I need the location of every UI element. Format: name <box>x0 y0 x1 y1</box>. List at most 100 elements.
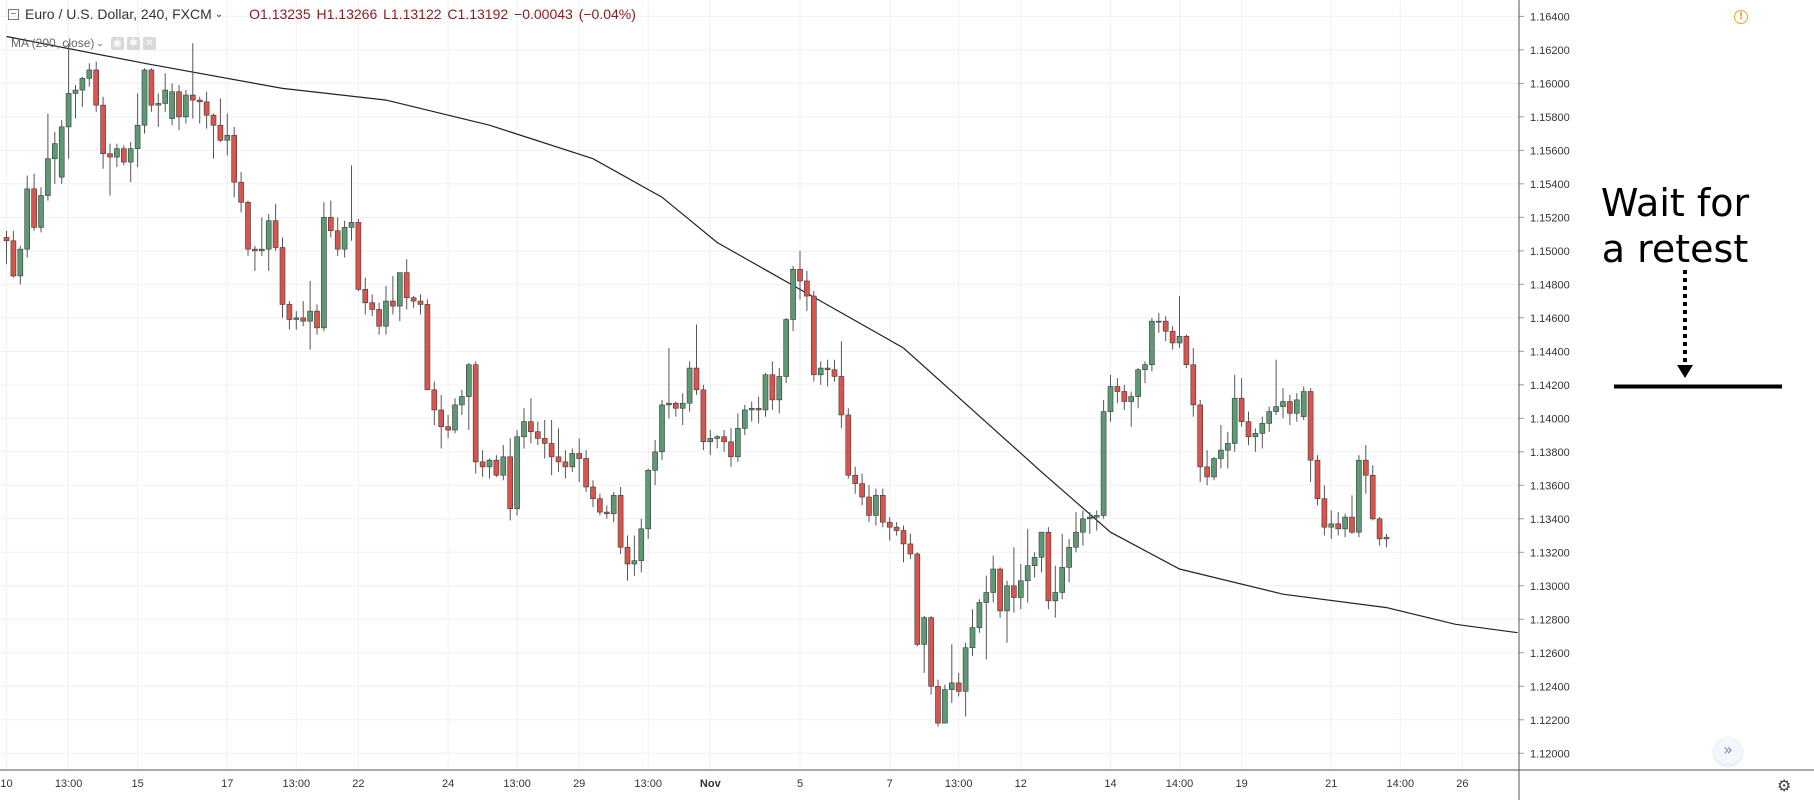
candle <box>238 172 244 213</box>
candle <box>86 63 93 87</box>
candle-body <box>748 407 755 411</box>
candle <box>1017 564 1024 610</box>
candle-body <box>431 389 438 411</box>
candle-body <box>983 592 990 603</box>
candle-body <box>721 436 727 443</box>
candle-body <box>79 78 86 91</box>
candle-body <box>1190 364 1197 406</box>
candle-body <box>410 297 417 302</box>
candle-body <box>217 124 224 141</box>
candle <box>1162 316 1169 342</box>
collapse-toggle-icon[interactable]: − <box>8 8 19 20</box>
settings-icon[interactable]: ✱ <box>126 36 140 50</box>
indicator-label[interactable]: MA (200, close) <box>11 36 95 50</box>
candle-body <box>196 99 203 103</box>
candle <box>452 398 458 434</box>
candle-body <box>1004 585 1010 612</box>
candle <box>1121 384 1128 410</box>
candle <box>1031 552 1038 578</box>
candle <box>410 296 417 308</box>
candle-body <box>955 682 962 692</box>
candle-body <box>921 617 928 645</box>
candle-body <box>741 409 748 429</box>
candle <box>479 450 486 477</box>
alert-icon[interactable]: ! <box>1734 10 1748 24</box>
candle <box>252 245 258 271</box>
symbol-title[interactable]: Euro / U.S. Dollar, 240, FXCM <box>25 6 212 22</box>
candle-body <box>127 148 134 163</box>
candle-body <box>279 247 286 305</box>
y-tick-label: 1.14000 <box>1530 413 1570 425</box>
candle <box>459 389 465 415</box>
candle <box>631 535 638 576</box>
candle-body <box>341 227 348 250</box>
candle <box>1038 531 1045 573</box>
candle <box>341 220 348 258</box>
candle-body <box>810 295 817 376</box>
eye-icon[interactable]: ◉ <box>110 36 124 50</box>
candle-body <box>900 530 907 545</box>
candle <box>831 359 838 382</box>
candle <box>472 361 479 474</box>
x-tick-label: 14:00 <box>1387 778 1415 790</box>
candle-body <box>10 240 17 277</box>
candle <box>728 428 734 467</box>
y-tick-label: 1.12600 <box>1530 648 1570 660</box>
candle-body <box>93 69 99 106</box>
y-tick-label: 1.13200 <box>1530 547 1570 559</box>
close-icon[interactable]: ✕ <box>142 36 156 50</box>
y-tick-label: 1.14600 <box>1530 313 1570 325</box>
candle-body <box>762 374 769 411</box>
candle-body <box>141 69 148 126</box>
candle <box>438 394 445 449</box>
candle-body <box>238 181 244 203</box>
candle <box>307 280 313 350</box>
y-tick-label: 1.16200 <box>1530 45 1570 57</box>
candle-body <box>645 469 652 530</box>
candle <box>1142 361 1148 384</box>
candle <box>928 615 934 695</box>
gear-icon[interactable]: ⚙ <box>1777 776 1792 795</box>
x-tick-label: 29 <box>573 778 585 790</box>
candle <box>507 438 514 521</box>
candle <box>1197 399 1203 482</box>
candle-body <box>521 421 527 438</box>
candle <box>1356 455 1362 538</box>
chevron-down-icon[interactable]: ⌄ <box>96 37 104 48</box>
candle <box>134 93 141 168</box>
candle-body <box>1204 466 1210 478</box>
candle <box>272 203 279 251</box>
x-tick-label: 24 <box>442 778 454 790</box>
open-value: O1.13235 <box>249 6 311 22</box>
candle <box>500 445 507 481</box>
candle-body <box>38 195 44 228</box>
candle-body <box>1052 592 1059 602</box>
candle <box>769 361 776 410</box>
candle <box>1342 513 1348 538</box>
chevron-down-icon[interactable]: ⌄ <box>214 8 224 20</box>
candle-body <box>583 458 589 488</box>
candle <box>790 265 796 332</box>
candle-body <box>541 438 548 444</box>
candle-body <box>1231 397 1238 444</box>
candle <box>1363 445 1369 494</box>
candle-body <box>162 89 168 104</box>
candle-body <box>58 126 65 178</box>
candle <box>783 317 790 384</box>
candle <box>203 91 210 129</box>
candle-body <box>369 302 376 310</box>
candle <box>1052 565 1059 618</box>
candle <box>859 473 865 506</box>
candle <box>1059 533 1065 600</box>
candle-body <box>886 521 893 528</box>
y-tick-label: 1.14800 <box>1530 279 1570 291</box>
candle <box>1135 368 1141 409</box>
candle <box>10 230 17 278</box>
candle-body <box>203 101 210 116</box>
candle-body <box>86 69 93 79</box>
y-tick-label: 1.13600 <box>1530 480 1570 492</box>
change-value: −0.00043 (−0.04%) <box>514 6 636 22</box>
scroll-right-icon[interactable]: » <box>1714 737 1742 765</box>
candle <box>693 324 700 395</box>
candle-body <box>893 526 900 531</box>
